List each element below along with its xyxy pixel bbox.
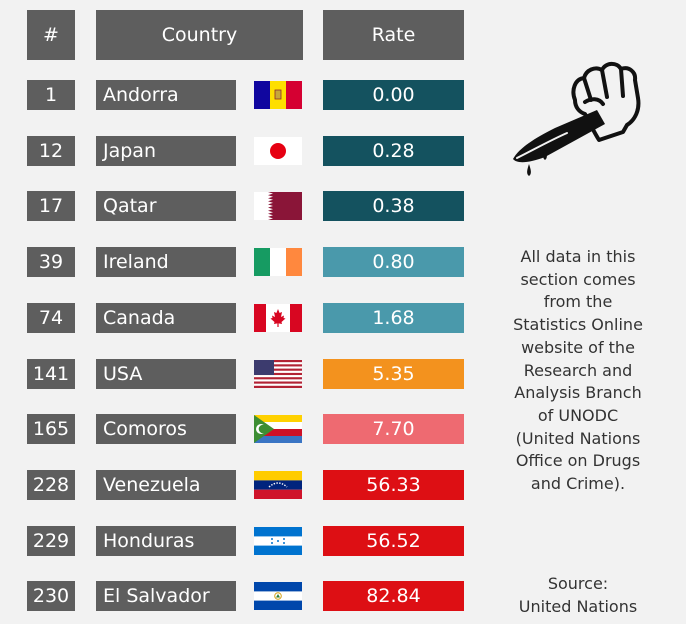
rank-cell: 1: [27, 80, 75, 110]
country-cell: Venezuela: [96, 470, 236, 500]
rank-cell: 39: [27, 247, 75, 277]
table-row: 229 Honduras 56.52: [0, 526, 470, 556]
country-cell: Japan: [96, 136, 236, 166]
usa-flag-icon: [254, 360, 302, 388]
country-cell: Honduras: [96, 526, 236, 556]
table-row: 230 El Salvador 82.84: [0, 581, 470, 611]
honduras-flag-icon: [254, 527, 302, 555]
canada-flag-icon: [254, 304, 302, 332]
rank-cell: 12: [27, 136, 75, 166]
country-cell: USA: [96, 359, 236, 389]
rate-cell: 56.33: [323, 470, 464, 500]
data-source-description: All data in this section comes from the …: [513, 247, 643, 494]
rate-cell: 5.35: [323, 359, 464, 389]
table-row: 17 Qatar 0.38: [0, 191, 470, 221]
rank-cell: 229: [27, 526, 75, 556]
ireland-flag-icon: [254, 248, 302, 276]
country-cell: Qatar: [96, 191, 236, 221]
rate-column-header: Rate: [323, 10, 464, 60]
rate-cell: 0.38: [323, 191, 464, 221]
table-row: 12 Japan 0.28: [0, 136, 470, 166]
rate-cell: 0.00: [323, 80, 464, 110]
table-row: 74 Canada 1.68: [0, 303, 470, 333]
table-row: 141 USA 5.35: [0, 359, 470, 389]
rate-cell: 0.28: [323, 136, 464, 166]
rate-cell: 82.84: [323, 581, 464, 611]
country-cell: Comoros: [96, 414, 236, 444]
rate-cell: 1.68: [323, 303, 464, 333]
rank-cell: 141: [27, 359, 75, 389]
venezuela-flag-icon: [254, 471, 302, 499]
country-cell: Canada: [96, 303, 236, 333]
rate-cell: 0.80: [323, 247, 464, 277]
table-row: 165 Comoros 7.70: [0, 414, 470, 444]
rank-column-header: #: [27, 10, 75, 60]
rank-cell: 165: [27, 414, 75, 444]
country-cell: El Salvador: [96, 581, 236, 611]
table-row: 1 Andorra 0.00: [0, 80, 470, 110]
rate-cell: 56.52: [323, 526, 464, 556]
table-row: 39 Ireland 0.80: [0, 247, 470, 277]
table-row: 228 Venezuela 56.33: [0, 470, 470, 500]
bloody-knife-hand-icon: [513, 61, 641, 176]
el-salvador-flag-icon: [254, 582, 302, 610]
andorra-flag-icon: [254, 81, 302, 109]
japan-flag-icon: [254, 137, 302, 165]
source-credit: Source: United Nations: [518, 574, 638, 616]
rank-cell: 17: [27, 191, 75, 221]
rank-cell: 74: [27, 303, 75, 333]
rate-cell: 7.70: [323, 414, 464, 444]
rank-cell: 230: [27, 581, 75, 611]
country-column-header: Country: [96, 10, 303, 60]
country-cell: Ireland: [96, 247, 236, 277]
country-cell: Andorra: [96, 80, 236, 110]
qatar-flag-icon: [254, 192, 302, 220]
rank-cell: 228: [27, 470, 75, 500]
comoros-flag-icon: [254, 415, 302, 443]
